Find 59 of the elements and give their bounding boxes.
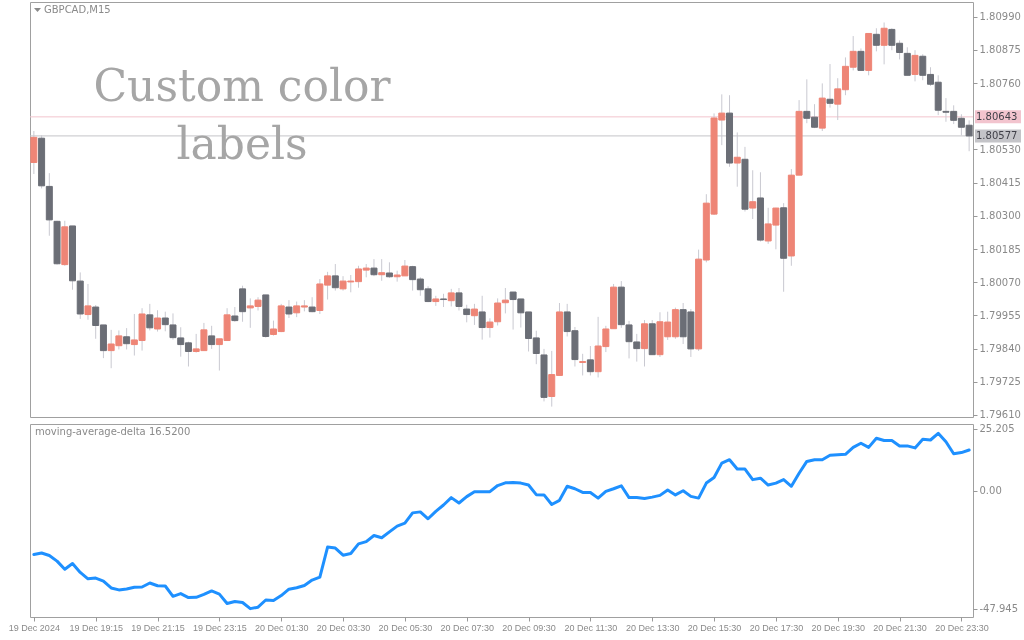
candlestick <box>285 299 293 319</box>
y-tick-label: 1.79610 <box>979 409 1021 421</box>
candlestick <box>826 63 834 109</box>
candlestick <box>880 21 888 65</box>
candlestick <box>586 345 594 376</box>
y-tick-label: 1.80415 <box>979 177 1021 189</box>
y-tick-label: 1.79955 <box>979 309 1021 321</box>
candlestick <box>308 296 316 313</box>
y-tick-label: 1.80185 <box>979 243 1021 255</box>
y-tick-label: 0.00 <box>979 485 1002 497</box>
candlestick <box>470 303 478 326</box>
x-tick-label: 20 Dec 17:30 <box>749 622 804 633</box>
x-tick-label: 19 Dec 19:15 <box>69 622 123 633</box>
candlestick <box>378 258 386 282</box>
x-tick-label: 20 Dec 13:30 <box>625 622 680 633</box>
y-tick-label: 1.79840 <box>979 343 1021 355</box>
x-tick-label: 20 Dec 01:30 <box>254 622 309 633</box>
x-tick-label: 20 Dec 11:30 <box>564 622 618 633</box>
x-tick-label: 20 Dec 09:30 <box>502 622 556 633</box>
x-tick-label: 20 Dec 07:30 <box>440 622 494 633</box>
candlestick <box>478 295 486 341</box>
y-tick-label: -47.945 <box>979 603 1019 615</box>
x-tick-label: 20 Dec 15:30 <box>687 622 742 633</box>
candlestick <box>455 287 463 312</box>
chart-title: GBPCAD,M15 <box>44 4 111 15</box>
y-tick-label: 1.80760 <box>979 77 1021 89</box>
x-tick-label: 20 Dec 19:30 <box>811 622 866 633</box>
candlestick <box>872 27 880 52</box>
y-tick-label: 1.80070 <box>979 276 1021 288</box>
candlestick <box>208 325 216 350</box>
candlestick <box>579 353 587 376</box>
candlestick <box>146 303 154 331</box>
x-tick-label: 19 Dec 23:15 <box>193 622 247 633</box>
candlestick <box>84 283 92 321</box>
candlestick <box>857 47 865 71</box>
annotation: Custom color labels <box>93 60 392 169</box>
x-tick-label: 20 Dec 21:30 <box>873 622 927 633</box>
x-tick-label: 19 Dec 21:15 <box>131 622 185 633</box>
y-tick-label: 1.80875 <box>979 44 1021 56</box>
x-tick-label: 19 Dec 2024 <box>8 622 60 633</box>
candlestick <box>154 309 162 333</box>
y-tick-label: 1.80990 <box>979 11 1021 23</box>
candlestick <box>239 285 247 323</box>
ref-line-label: 1.80577 <box>976 129 1018 141</box>
candlestick <box>749 169 757 220</box>
candlestick <box>331 263 339 292</box>
chart-title: moving-average-delta 16.5200 <box>35 426 191 437</box>
y-tick-label: 1.80300 <box>979 210 1021 222</box>
x-tick-label: 20 Dec 03:30 <box>316 622 371 633</box>
x-tick-label: 20 Dec 05:30 <box>378 622 433 633</box>
candlestick <box>911 49 919 82</box>
candlestick <box>123 327 131 350</box>
y-tick-label: 25.205 <box>979 423 1015 435</box>
y-tick-label: 1.80530 <box>979 143 1021 155</box>
candlestick <box>903 46 911 76</box>
x-tick-label: 20 Dec 23:30 <box>935 622 989 633</box>
candlestick <box>370 258 378 277</box>
y-tick-label: 1.79725 <box>979 376 1021 388</box>
ref-line-label: 1.80643 <box>976 110 1018 122</box>
